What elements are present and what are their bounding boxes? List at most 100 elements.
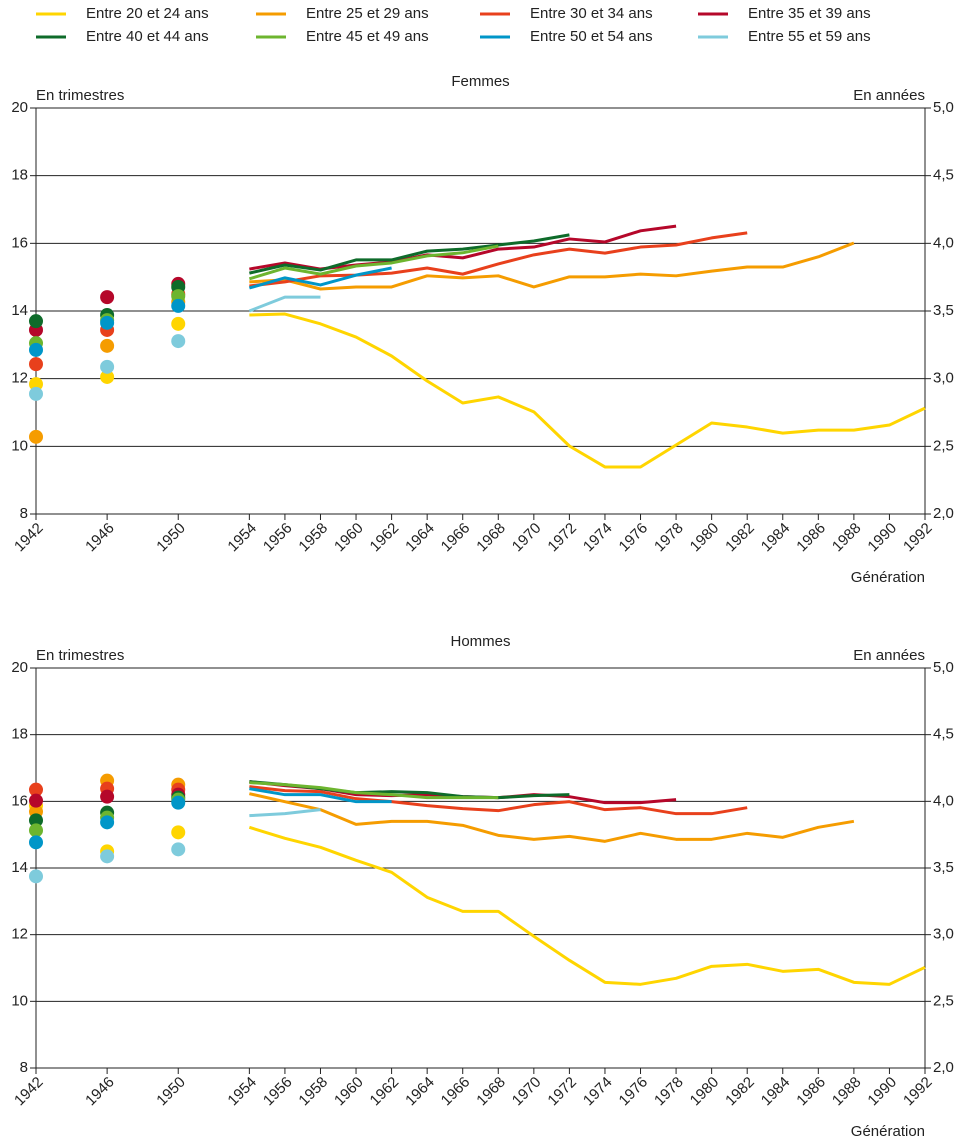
x-tick-label: 1988 xyxy=(829,1074,865,1110)
y-tick-label: 8 xyxy=(20,505,28,522)
x-tick-label: 1992 xyxy=(900,520,936,556)
x-tick-label: 1986 xyxy=(793,1074,829,1110)
series-dot xyxy=(171,825,186,840)
y-tick-label: 8 xyxy=(20,1059,28,1076)
y2-tick-label: 2,0 xyxy=(933,505,954,522)
legend-label: Entre 35 et 39 ans xyxy=(748,5,871,22)
y-tick-label: 18 xyxy=(11,726,28,743)
x-tick-label: 1942 xyxy=(11,1074,47,1110)
y2-tick-label: 4,5 xyxy=(933,726,954,743)
y-tick-label: 16 xyxy=(11,234,28,251)
x-tick-label: 1954 xyxy=(224,1074,260,1110)
y2-tick-label: 3,5 xyxy=(933,859,954,876)
series-line xyxy=(249,808,321,818)
panel-title: Femmes xyxy=(451,73,509,90)
series-dot xyxy=(171,334,186,349)
x-tick-label: 1964 xyxy=(402,1074,438,1110)
y2-tick-label: 3,0 xyxy=(933,370,954,387)
y2-tick-label: 5,0 xyxy=(933,659,954,676)
x-tick-label: 1962 xyxy=(367,520,403,556)
x-tick-label: 1964 xyxy=(402,520,438,556)
y2-tick-label: 4,0 xyxy=(933,234,954,251)
x-tick-label: 1942 xyxy=(11,520,47,556)
y2-tick-label: 4,5 xyxy=(933,167,954,184)
y-tick-label: 10 xyxy=(11,992,28,1009)
series-dot xyxy=(29,869,43,884)
series-line xyxy=(249,787,392,804)
legend-label: Entre 30 et 34 ans xyxy=(530,5,653,22)
series-dot xyxy=(100,315,115,330)
x-tick-label: 1986 xyxy=(793,520,829,556)
y2-tick-label: 2,0 xyxy=(933,1059,954,1076)
x-tick-label: 1950 xyxy=(153,1074,189,1110)
x-axis-label: Génération xyxy=(851,1123,925,1140)
series-dot xyxy=(29,357,43,372)
y2-tick-label: 3,5 xyxy=(933,302,954,319)
series-dot xyxy=(171,289,186,304)
series-dot xyxy=(100,789,115,804)
series-dot xyxy=(171,842,186,857)
series-dot xyxy=(29,429,43,444)
series-dot xyxy=(29,386,43,401)
series-line xyxy=(249,792,855,843)
series-dot xyxy=(29,377,43,392)
legend-label: Entre 55 et 59 ans xyxy=(748,28,871,45)
series-line xyxy=(248,244,499,281)
x-tick-label: 1958 xyxy=(295,1074,331,1110)
y2-tick-label: 2,5 xyxy=(933,992,954,1009)
x-tick-label: 1978 xyxy=(651,520,687,556)
x-tick-label: 1976 xyxy=(616,520,652,556)
x-axis-label: Génération xyxy=(851,569,925,586)
series-line xyxy=(248,295,321,313)
x-tick-label: 1976 xyxy=(616,1074,652,1110)
y-tick-label: 20 xyxy=(11,99,28,116)
legend-label: Entre 50 et 54 ans xyxy=(530,28,653,45)
x-tick-label: 1946 xyxy=(82,520,118,556)
x-tick-label: 1978 xyxy=(651,1074,687,1110)
y2-axis-label: En années xyxy=(853,647,925,664)
series-dot xyxy=(100,815,115,830)
y-tick-label: 12 xyxy=(11,926,28,943)
y-axis-label: En trimestres xyxy=(36,647,124,664)
series-line xyxy=(248,266,392,290)
x-tick-label: 1972 xyxy=(544,1074,580,1110)
series-dot xyxy=(29,782,43,797)
x-tick-label: 1966 xyxy=(438,520,474,556)
x-tick-label: 1968 xyxy=(473,1074,509,1110)
panel-title: Hommes xyxy=(450,633,510,650)
y2-tick-label: 3,0 xyxy=(933,926,954,943)
y-tick-label: 12 xyxy=(11,370,28,387)
x-tick-label: 1992 xyxy=(900,1074,936,1110)
y-tick-label: 18 xyxy=(11,167,28,184)
x-tick-label: 1982 xyxy=(722,1074,758,1110)
y-tick-label: 20 xyxy=(11,659,28,676)
series-dot xyxy=(171,316,186,331)
series-line xyxy=(249,231,748,288)
x-tick-label: 1984 xyxy=(758,1074,794,1110)
x-tick-label: 1980 xyxy=(687,520,723,556)
series-line xyxy=(249,312,926,469)
x-tick-label: 1958 xyxy=(295,520,331,556)
x-tick-label: 1974 xyxy=(580,520,616,556)
series-dot xyxy=(29,813,43,828)
x-tick-label: 1956 xyxy=(260,520,296,556)
y-tick-label: 14 xyxy=(11,302,28,319)
series-dot xyxy=(100,359,115,374)
legend-label: Entre 40 et 44 ans xyxy=(86,28,209,45)
x-tick-label: 1990 xyxy=(864,1074,900,1110)
series-line xyxy=(249,785,748,816)
x-tick-label: 1970 xyxy=(509,1074,545,1110)
series-dot xyxy=(29,793,43,808)
legend-label: Entre 20 et 24 ans xyxy=(86,5,209,22)
series-dot xyxy=(171,795,186,810)
series-line xyxy=(249,781,499,800)
y-tick-label: 16 xyxy=(11,792,28,809)
series-dot xyxy=(29,823,43,838)
x-tick-label: 1970 xyxy=(509,520,545,556)
series-line xyxy=(249,224,677,271)
x-tick-label: 1960 xyxy=(331,520,367,556)
x-tick-label: 1950 xyxy=(153,520,189,556)
series-dot xyxy=(100,849,115,864)
x-tick-label: 1974 xyxy=(580,1074,616,1110)
